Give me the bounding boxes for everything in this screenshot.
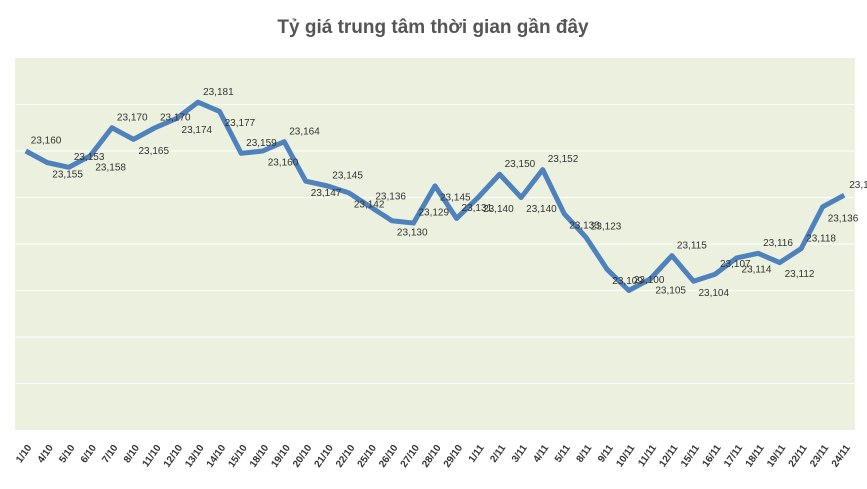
line xyxy=(24,99,846,293)
x-tick-label: 17/11 xyxy=(722,443,745,470)
x-tick-label: 24/11 xyxy=(830,443,853,470)
data-label: 23,140 xyxy=(483,204,514,215)
data-label: 23,164 xyxy=(289,126,320,137)
data-label: 23,160 xyxy=(268,158,299,169)
data-label: 23,170 xyxy=(117,112,148,123)
x-tick-label: 25/10 xyxy=(356,443,380,470)
data-label: 23,147 xyxy=(311,188,342,199)
x-tick-label: 27/10 xyxy=(399,443,423,470)
data-label: 23,109 xyxy=(612,276,643,287)
data-label: 23,129 xyxy=(418,208,449,219)
data-label: 23,104 xyxy=(698,288,729,299)
data-label: 23,155 xyxy=(52,169,83,180)
x-tick-label: 22/11 xyxy=(787,443,810,470)
x-tick-label: 18/10 xyxy=(248,443,272,470)
x-tick-label: 26/10 xyxy=(377,443,401,470)
data-label: 23,140 xyxy=(526,204,557,215)
x-tick-label: 16/11 xyxy=(701,443,724,470)
data-label: 23,159 xyxy=(246,138,277,149)
data-label: 23,174 xyxy=(182,125,213,136)
data-label: 23,105 xyxy=(655,286,686,297)
chart-title: Tỷ giá trung tâm thời gian gần đây xyxy=(277,17,589,38)
data-label: 23,133 xyxy=(569,220,600,231)
x-tick-label: 15/11 xyxy=(679,443,702,470)
x-tick-label: 23/11 xyxy=(808,443,831,470)
x-tick-label: 5/10 xyxy=(57,443,77,466)
data-label: 23,145 xyxy=(332,171,363,182)
data-label: 23,114 xyxy=(742,265,772,276)
data-label: 23,158 xyxy=(95,162,126,173)
x-tick-label: 8/10 xyxy=(122,443,142,466)
data-label: 23,116 xyxy=(763,238,793,249)
data-label: 23,130 xyxy=(397,227,428,238)
data-label: 23,150 xyxy=(505,159,536,170)
x-tick-label: 2/11 xyxy=(488,443,508,465)
data-label: 23,152 xyxy=(548,154,579,165)
data-label: 23,115 xyxy=(677,240,707,251)
data-label: 23,170 xyxy=(160,112,191,123)
x-tick-label: 29/10 xyxy=(442,443,466,470)
data-label: 23,145 xyxy=(440,193,471,204)
data-label: 23,136 xyxy=(375,191,406,202)
x-tick-label: 6/10 xyxy=(79,443,99,466)
data-label: 23,123 xyxy=(591,222,622,233)
data-label: 23,141 xyxy=(849,180,867,191)
x-tick-label: 5/11 xyxy=(553,443,573,465)
data-label: 23,107 xyxy=(720,259,751,270)
data-label: 23,118 xyxy=(806,233,836,244)
x-tick-label: 4/10 xyxy=(36,443,56,466)
x-tick-label: 14/10 xyxy=(205,443,229,470)
x-tick-label: 12/10 xyxy=(162,443,186,470)
x-tick-label: 10/11 xyxy=(614,443,637,470)
x-tick-label: 3/11 xyxy=(510,443,530,465)
x-tick-label: 22/10 xyxy=(334,443,358,470)
data-label: 23,112 xyxy=(785,269,815,280)
x-tick-label: 11/10 xyxy=(141,443,164,470)
x-tick-label: 1/11 xyxy=(467,443,487,465)
data-label: 23,153 xyxy=(74,152,105,163)
x-tick-label: 19/11 xyxy=(765,443,788,470)
data-label: 23,160 xyxy=(31,136,62,147)
data-label: 23,142 xyxy=(354,199,385,210)
x-tick-label: 12/11 xyxy=(657,443,680,470)
x-tick-label: 19/10 xyxy=(269,443,293,470)
x-tick-label: 7/10 xyxy=(100,443,120,466)
x-tick-label: 28/10 xyxy=(420,443,444,470)
x-tick-label: 1/10 xyxy=(14,443,34,466)
x-tick-label: 11/11 xyxy=(636,443,659,469)
data-label: 23,100 xyxy=(634,275,665,286)
data-label: 23,177 xyxy=(225,118,256,129)
x-tick-label: 4/11 xyxy=(531,443,551,465)
data-label: 23,136 xyxy=(828,213,859,224)
data-label: 23,131 xyxy=(462,203,493,214)
data-label: 23,165 xyxy=(138,146,169,157)
x-tick-label: 13/10 xyxy=(183,443,207,470)
x-tick-label: 18/11 xyxy=(744,443,767,470)
x-tick-label: 21/10 xyxy=(313,443,337,470)
x-tick-label: 20/10 xyxy=(291,443,315,470)
x-tick-label: 8/11 xyxy=(575,443,595,465)
x-tick-label: 9/11 xyxy=(596,443,616,465)
x-tick-label: 15/10 xyxy=(226,443,250,470)
data-label: 23,181 xyxy=(203,87,234,98)
